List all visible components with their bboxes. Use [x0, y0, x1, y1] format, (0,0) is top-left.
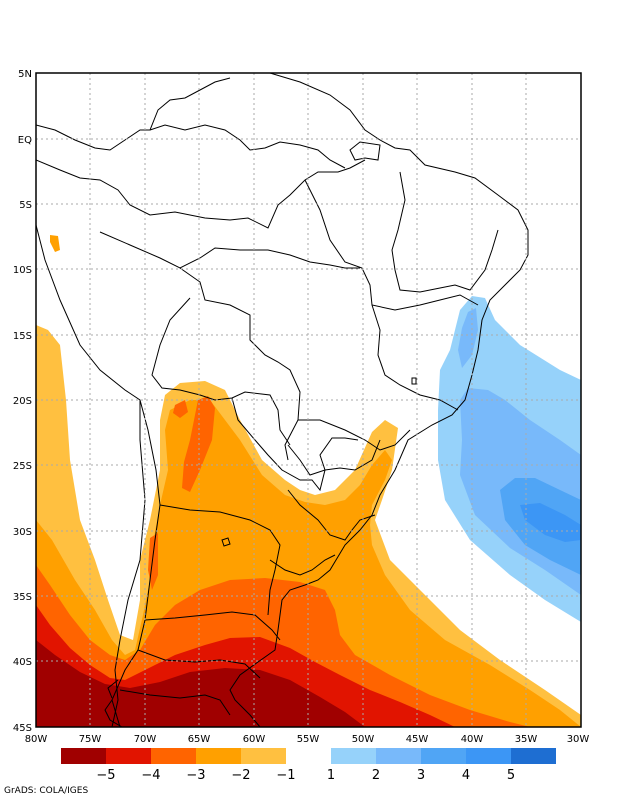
lat-label: 25S — [13, 461, 32, 472]
shade-minus-5 — [36, 640, 365, 727]
rio-de-la-plata — [269, 554, 336, 576]
lat-label: 15S — [13, 331, 32, 342]
colorbar-swatch-neg-2 — [196, 748, 241, 764]
lon-label: 70W — [134, 734, 157, 745]
colorbar-label: −2 — [231, 768, 250, 783]
colorbar-swatch-pos-1 — [331, 748, 376, 764]
brazil-west-boundary — [99, 231, 360, 269]
colorbar-swatch-neg-1 — [241, 748, 286, 764]
lat-label: 10S — [13, 265, 32, 276]
lon-label: 45W — [406, 734, 429, 745]
brazil-states-1 — [304, 179, 479, 311]
lon-label: 35W — [515, 734, 538, 745]
colorbar-swatch-pos-5 — [511, 748, 556, 764]
colorbar-swatch-neg-3 — [151, 748, 196, 764]
graticule — [36, 73, 581, 727]
lon-label: 75W — [79, 734, 102, 745]
colorbar-label: 5 — [507, 768, 515, 783]
colorbar-label: −5 — [96, 768, 115, 783]
lon-label: 30W — [567, 734, 590, 745]
shade-minus-1-patch — [50, 235, 60, 252]
lat-label: 30S — [13, 527, 32, 538]
lon-label: 60W — [243, 734, 266, 745]
lon-label: 65W — [188, 734, 211, 745]
chile-coast-islands — [104, 679, 123, 727]
south-america-coastline — [36, 73, 529, 727]
shade-plus-2-north — [458, 308, 478, 368]
colorbar-label: 3 — [417, 768, 425, 783]
argentina-uruguay-boundary — [287, 489, 376, 541]
argentina-chile-boundary — [111, 399, 161, 727]
lat-label: 20S — [13, 396, 32, 407]
lat-label: 5N — [18, 69, 32, 80]
argentina-provinces-1 — [159, 504, 281, 616]
colorbar-label: 1 — [327, 768, 335, 783]
colorbar-swatch-pos-3 — [421, 748, 466, 764]
lon-label: 50W — [352, 734, 375, 745]
lat-label: 35S — [13, 592, 32, 603]
amazon-mouth-detail — [349, 141, 381, 161]
plot-frame — [35, 72, 582, 728]
anomaly-shading — [36, 235, 581, 727]
guiana-borders — [149, 124, 346, 169]
colorbar-label: −1 — [276, 768, 295, 783]
colorbar-swatch-neg-4 — [106, 748, 151, 764]
coast-island — [411, 377, 417, 385]
shade-plus-4 — [520, 503, 581, 542]
colorbar-swatch-pos-4 — [466, 748, 511, 764]
lat-label: 40S — [13, 657, 32, 668]
colorbar-swatch-neg-5 — [61, 748, 106, 764]
shade-minus-3-blob-a — [173, 400, 188, 418]
lat-label: 45S — [13, 723, 32, 734]
credit-text: GrADS: COLA/IGES — [4, 786, 89, 796]
lon-labels: 80W 75W 70W 65W 60W 55W 50W 45W 40W 35W … — [25, 734, 590, 745]
colorbar-label: 4 — [462, 768, 470, 783]
interior-lake — [221, 537, 231, 547]
colorbar-label: 2 — [372, 768, 380, 783]
brazil-states-4 — [298, 419, 411, 451]
argentina-provinces-2 — [144, 611, 281, 641]
brazil-states-2 — [371, 304, 459, 411]
colorbar-label: −3 — [186, 768, 205, 783]
colorbar-swatch-pos-2 — [376, 748, 421, 764]
lat-labels: 5N EQ 5S 10S 15S 20S 25S 30S 35S 40S 45S — [13, 69, 32, 734]
brazil-states-5 — [287, 439, 381, 476]
paraguay-boundary — [231, 397, 359, 492]
lon-label: 80W — [25, 734, 48, 745]
colorbar-label: −4 — [141, 768, 160, 783]
colorbar: −5 −4 −3 −2 −1 1 2 3 4 5 — [61, 748, 556, 783]
lon-label: 55W — [297, 734, 320, 745]
lon-label: 40W — [461, 734, 484, 745]
bolivia-boundary — [151, 297, 291, 446]
brazil-states-3 — [391, 171, 499, 293]
lat-label: EQ — [18, 135, 32, 146]
lat-label: 5S — [19, 200, 32, 211]
north-borders — [36, 159, 366, 229]
